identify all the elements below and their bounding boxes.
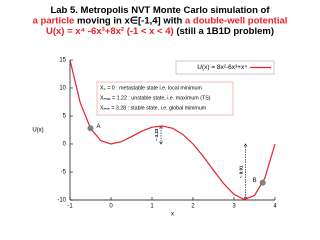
- legend-label: U(x) = 8x²-6x³+x⁴: [197, 64, 247, 71]
- title-segment: a particle: [33, 15, 75, 26]
- title-line: U(x) = x⁴ -6x³+8x² (-1 < x < 4) (still a…: [46, 26, 274, 37]
- title-segment: moving in x∈[-1,4] with: [74, 15, 185, 26]
- y-axis-label: U(x): [32, 128, 43, 134]
- title-segment: U(x) = x⁴ -6x³+8x² (-1 < x < 4): [46, 26, 174, 37]
- x-tick-label: 0: [109, 204, 113, 210]
- y-tick-label: 10: [59, 86, 66, 92]
- x-tick-label: -1: [67, 204, 73, 210]
- arrow-label: ~ 9.91: [239, 165, 244, 178]
- arrow-label: ~ 3.23: [154, 128, 159, 141]
- x-axis-label: x: [171, 212, 174, 218]
- point-label: B: [253, 178, 257, 184]
- y-tick-label: -10: [57, 198, 66, 204]
- title-line: a particle moving in x∈[-1,4] with a dou…: [33, 15, 288, 26]
- legend-box: [175, 60, 275, 75]
- y-tick-label: 0: [63, 142, 67, 148]
- point: [259, 179, 266, 186]
- x-tick-label: 3: [232, 204, 236, 210]
- title-segment: Lab 5. Metropolis NVT Monte Carlo simula…: [50, 5, 270, 16]
- note-box: [96, 81, 234, 116]
- title-line: Lab 5. Metropolis NVT Monte Carlo simula…: [50, 5, 270, 16]
- x-tick-label: 4: [273, 204, 277, 210]
- x-tick-label: 1: [150, 204, 154, 210]
- series-line: [69, 59, 276, 201]
- note: Xₘₐₓ = 1.22 : unstable state, i.e. maxim…: [100, 95, 211, 101]
- point-label: A: [97, 124, 101, 130]
- note: Xₘᵢₙ = 3.28 : stable state, i.e. global …: [100, 105, 207, 111]
- point: [87, 125, 94, 132]
- x-tick-label: 2: [191, 204, 195, 210]
- y-tick-label: 15: [59, 58, 66, 64]
- title-segment: (still a 1B1D problem): [174, 26, 274, 37]
- title-segment: a double-well potential: [185, 15, 287, 26]
- slide: Lab 5. Metropolis NVT Monte Carlo simula…: [32, 5, 288, 218]
- y-tick-label: -5: [61, 170, 67, 176]
- note: X₀ = 0 : metastable state i.e. local min…: [100, 85, 202, 91]
- y-tick-label: 5: [63, 114, 67, 120]
